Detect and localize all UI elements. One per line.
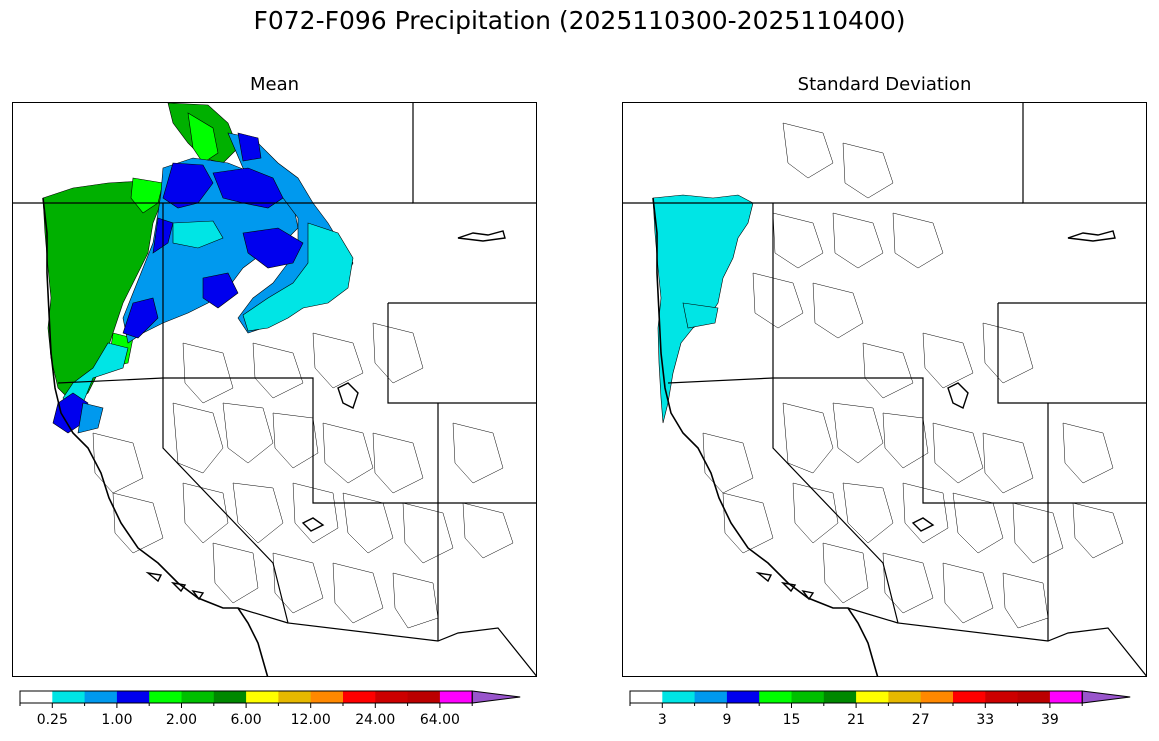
colorbar-swatch — [213, 691, 247, 703]
colorbar-tick-label: 1.00 — [101, 712, 132, 728]
colorbar-swatch — [20, 691, 53, 703]
mean-basin-outlines — [92, 322, 514, 629]
mean-precip-shading — [42, 103, 354, 434]
colorbar-tick-label: 2.00 — [166, 712, 197, 728]
mean-map-canvas — [13, 103, 536, 676]
mean-lakes — [145, 230, 506, 601]
mean-colorbar: 0.25 1.00 2.00 6.00 12.00 24.00 64.00 — [19, 690, 530, 738]
stddev-colorbar: 3 9 15 21 27 33 39 — [629, 690, 1140, 738]
colorbar-tick-label: 27 — [912, 712, 930, 728]
colorbar-swatch — [1017, 691, 1051, 703]
colorbar-tick-label: 64.00 — [420, 712, 460, 728]
mean-map — [12, 102, 537, 677]
colorbar-swatch — [278, 691, 312, 703]
stddev-map-canvas — [623, 103, 1146, 676]
colorbar-swatch — [439, 691, 473, 703]
colorbar-tick-label: 6.00 — [231, 712, 262, 728]
colorbar-tick-label: 39 — [1041, 712, 1059, 728]
stddev-map — [622, 102, 1147, 677]
mean-coastline — [42, 197, 269, 676]
colorbar-swatch — [920, 691, 954, 703]
figure-title: F072-F096 Precipitation (2025110300-2025… — [253, 6, 906, 35]
colorbar-swatch — [630, 691, 663, 703]
colorbar-swatch — [953, 691, 986, 703]
colorbar-extend-arrow — [471, 690, 521, 704]
colorbar-swatch — [856, 691, 889, 703]
colorbar-tick-label: 0.25 — [37, 712, 68, 728]
colorbar-swatch — [1049, 691, 1083, 703]
colorbar-swatch — [246, 691, 279, 703]
colorbar-swatch — [149, 691, 182, 703]
colorbar-swatch — [310, 691, 344, 703]
colorbar-tick-label: 24.00 — [355, 712, 395, 728]
mean-panel-title: Mean — [249, 74, 300, 95]
colorbar-swatch — [343, 691, 376, 703]
colorbar-swatch — [662, 691, 696, 703]
stddev-shading — [652, 194, 754, 424]
colorbar-tick-label: 33 — [976, 712, 994, 728]
colorbar-tick-label: 9 — [722, 712, 731, 728]
colorbar-tick-label: 12.00 — [291, 712, 331, 728]
colorbar-tick-label: 3 — [658, 712, 667, 728]
colorbar-swatch — [985, 691, 1019, 703]
stddev-panel-title: Standard Deviation — [797, 74, 972, 95]
mean-state-boundaries — [13, 103, 536, 676]
colorbar-extend-arrow — [1081, 690, 1131, 704]
stddev-lakes — [755, 230, 1116, 601]
colorbar-swatch — [726, 691, 760, 703]
stddev-coastline — [652, 197, 879, 676]
colorbar-swatch — [84, 691, 118, 703]
colorbar-tick-label: 15 — [783, 712, 801, 728]
colorbar-swatch — [116, 691, 150, 703]
colorbar-swatch — [888, 691, 922, 703]
stddev-basin-outlines — [702, 122, 1124, 629]
colorbar-swatch — [375, 691, 409, 703]
colorbar-tick-label: 21 — [847, 712, 865, 728]
colorbar-swatch — [823, 691, 857, 703]
colorbar-swatch — [407, 691, 441, 703]
colorbar-swatch — [181, 691, 215, 703]
colorbar-swatch — [52, 691, 86, 703]
colorbar-swatch — [791, 691, 825, 703]
colorbar-swatch — [694, 691, 728, 703]
stddev-state-boundaries — [623, 103, 1146, 676]
colorbar-swatch — [759, 691, 792, 703]
